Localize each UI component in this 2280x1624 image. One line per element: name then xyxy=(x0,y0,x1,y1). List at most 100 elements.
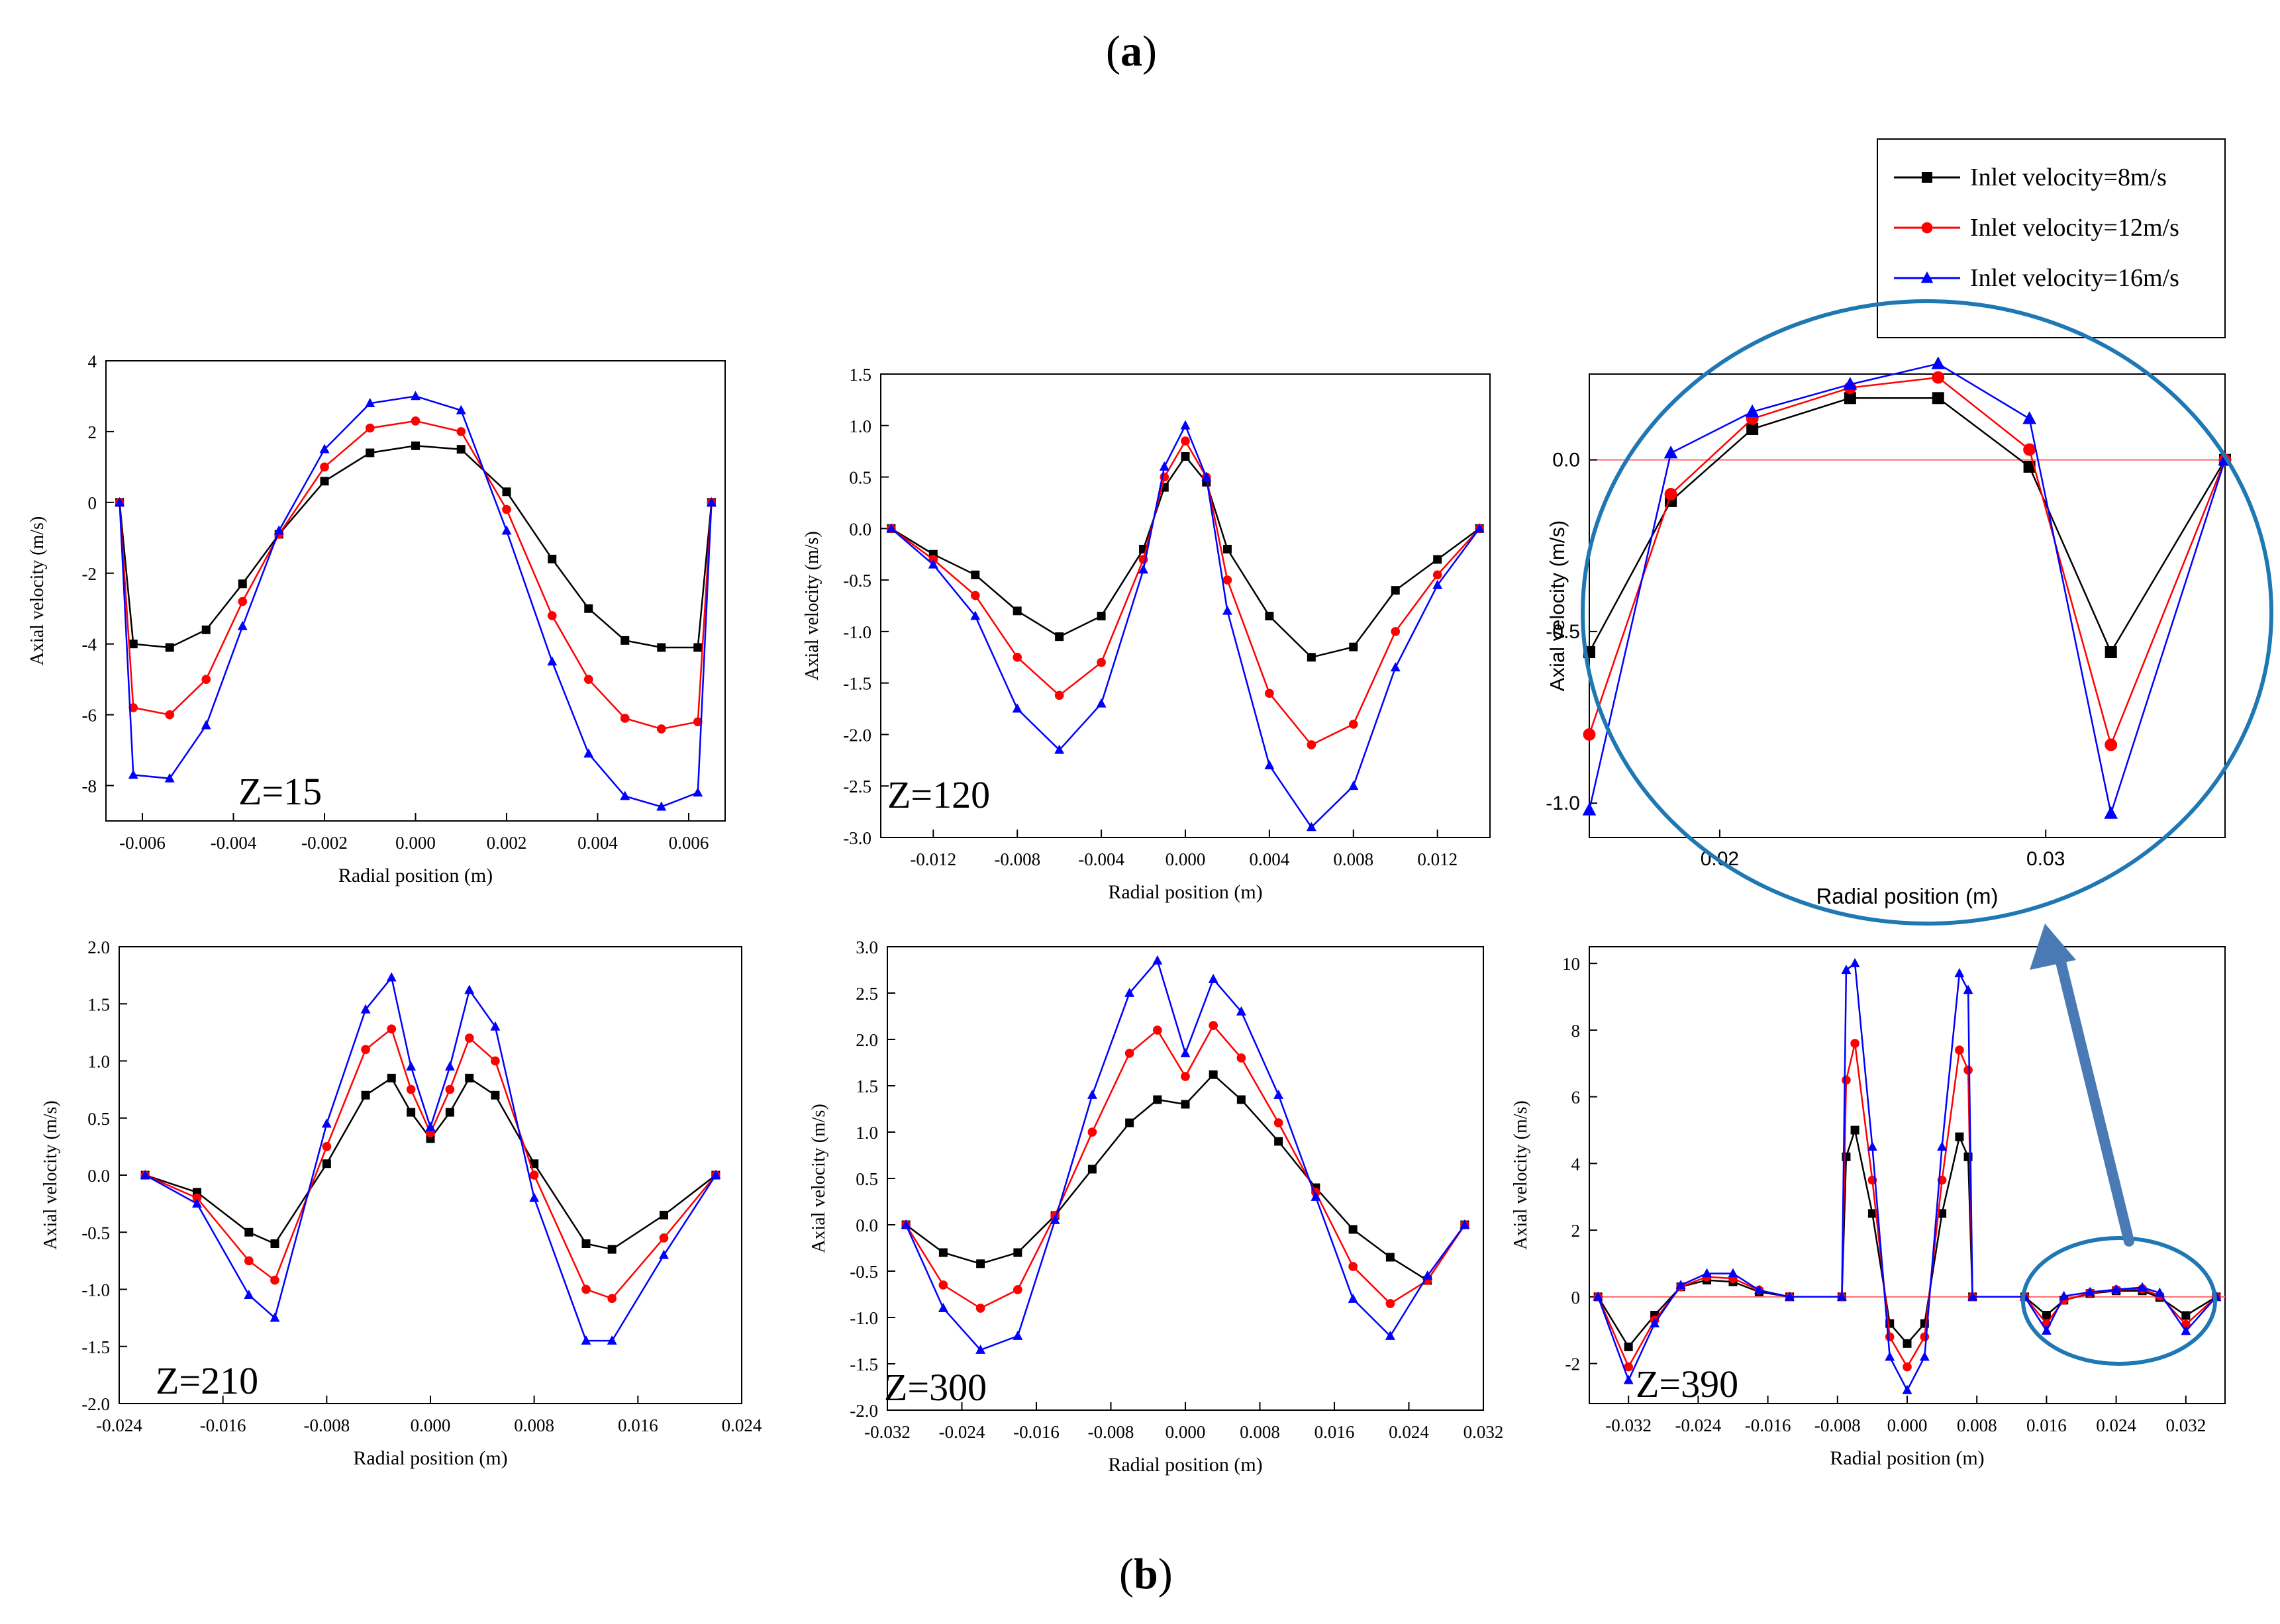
data-point xyxy=(693,643,703,652)
data-point xyxy=(607,1335,617,1345)
chart-z120: -0.012 -0.008 -0.004 0.000 0.004 0.008 0.012 -3… xyxy=(802,365,1491,903)
data-point xyxy=(1937,1141,1948,1151)
y-tick-label: -1.0 xyxy=(81,1280,110,1300)
data-point xyxy=(1650,1317,1660,1327)
data-point xyxy=(2105,646,2117,658)
data-point xyxy=(581,1239,591,1248)
data-point xyxy=(320,477,329,486)
data-point xyxy=(386,972,397,982)
data-point xyxy=(657,643,666,652)
data-point xyxy=(1096,698,1107,708)
data-point xyxy=(1963,1065,1973,1075)
data-point xyxy=(128,769,138,779)
data-point xyxy=(1054,691,1064,700)
chart-z210: -0.024 -0.016 -0.008 0.000 0.008 0.016 0.024 -2… xyxy=(40,937,762,1469)
x-axis-label: Radial position (m) xyxy=(1816,884,1998,908)
data-point xyxy=(322,1142,332,1151)
data-point xyxy=(547,611,557,620)
data-point xyxy=(1181,1100,1190,1109)
data-point xyxy=(581,1335,591,1345)
y-tick-label: -2.0 xyxy=(850,1401,878,1421)
y-tick-label: 3.0 xyxy=(856,937,878,957)
series-line xyxy=(1588,376,2226,747)
series-line xyxy=(144,1076,717,1251)
data-point xyxy=(491,1090,500,1100)
y-tick-label: 2.0 xyxy=(856,1030,878,1050)
plot-frame xyxy=(1589,946,2226,1404)
data-point xyxy=(1433,555,1442,564)
data-point xyxy=(620,714,630,723)
y-axis-label: Axial velocity (m/s) xyxy=(809,1104,829,1253)
y-tick-label: -1.5 xyxy=(850,1355,878,1374)
y-tick-label: -1.5 xyxy=(843,674,871,694)
data-point xyxy=(1311,1191,1321,1201)
y-tick-label: 0.0 xyxy=(87,1166,110,1186)
y-tick-label: -3.0 xyxy=(843,828,871,848)
data-point xyxy=(115,497,125,506)
legend-box xyxy=(1877,138,2226,338)
data-point xyxy=(938,1280,948,1290)
data-point xyxy=(1222,605,1232,615)
data-point xyxy=(1842,1075,1851,1085)
data-point xyxy=(706,497,717,506)
x-tick-label: -0.008 xyxy=(1814,1415,1861,1435)
data-point xyxy=(1097,657,1106,667)
region-highlight-circle xyxy=(2021,1236,2217,1366)
x-tick-label: 0.032 xyxy=(1463,1422,1504,1442)
series-line xyxy=(119,395,713,808)
y-tick-label: 1.0 xyxy=(87,1052,110,1072)
x-tick-label: 0.024 xyxy=(2096,1415,2136,1435)
data-point xyxy=(886,523,897,533)
data-point xyxy=(1843,377,1858,390)
x-tick-label: -0.008 xyxy=(303,1415,350,1435)
data-point xyxy=(321,1118,332,1128)
x-tick-label: 0.016 xyxy=(618,1415,658,1435)
data-point xyxy=(128,640,138,649)
y-tick-label: -1.5 xyxy=(81,1337,110,1357)
data-point xyxy=(970,591,980,600)
data-point xyxy=(1013,1285,1022,1294)
data-point xyxy=(1391,586,1400,595)
y-tick-label: 1.5 xyxy=(856,1076,878,1096)
data-point xyxy=(1013,652,1022,662)
data-point xyxy=(1624,1342,1633,1351)
data-point xyxy=(1181,1072,1190,1081)
data-point xyxy=(1236,1053,1246,1063)
data-point xyxy=(1390,662,1401,672)
legend-label: Inlet velocity=8m/s xyxy=(1970,164,2167,191)
series-line xyxy=(905,959,1465,1351)
data-point xyxy=(1474,523,1485,533)
y-tick-label: -4 xyxy=(82,635,97,655)
data-point xyxy=(581,1284,591,1294)
series-line xyxy=(1597,961,2217,1392)
data-point xyxy=(1931,356,1946,369)
data-point xyxy=(1902,1384,1912,1394)
y-tick-label: -2.0 xyxy=(843,725,871,745)
data-point xyxy=(2137,1282,2148,1292)
series-line xyxy=(891,423,1481,829)
panel-label-a-letter: a xyxy=(1120,27,1142,75)
data-point xyxy=(128,703,138,712)
y-axis-label: Axial velocity (m/s) xyxy=(1511,1100,1531,1250)
y-tick-label: 2.0 xyxy=(87,937,110,957)
data-point xyxy=(1124,987,1135,997)
data-point xyxy=(1274,1137,1283,1146)
data-point xyxy=(1222,575,1232,585)
y-tick-label: 1.5 xyxy=(87,994,110,1014)
x-tick-label: 0.032 xyxy=(2165,1415,2206,1435)
data-point xyxy=(1422,1270,1433,1280)
data-point xyxy=(165,710,175,720)
data-point xyxy=(165,643,174,652)
y-tick-label: 4 xyxy=(1571,1154,1581,1174)
series-3 xyxy=(901,955,1470,1354)
data-point xyxy=(1955,1132,1964,1141)
data-point xyxy=(971,570,980,579)
data-point xyxy=(1201,471,1212,481)
y-tick-label: -0.5 xyxy=(81,1223,110,1243)
data-point xyxy=(1836,1291,1847,1301)
data-point xyxy=(659,1233,669,1243)
data-point xyxy=(1784,1291,1795,1301)
data-point xyxy=(1124,1049,1134,1058)
data-point xyxy=(2059,1290,2069,1300)
